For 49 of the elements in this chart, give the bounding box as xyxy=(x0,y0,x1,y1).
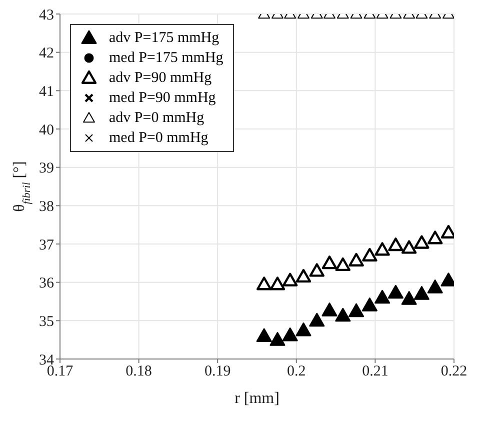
y-tick-label: 39 xyxy=(39,160,54,177)
legend-label: med P=0 mmHg xyxy=(109,130,208,146)
point xyxy=(388,284,404,299)
point xyxy=(282,327,298,342)
point xyxy=(401,240,417,254)
point xyxy=(296,268,312,283)
point xyxy=(401,291,417,305)
point xyxy=(362,298,378,312)
point xyxy=(335,308,351,322)
point xyxy=(322,302,338,316)
point xyxy=(427,280,443,294)
x-axis-title: r [mm] xyxy=(234,390,280,407)
x-tick-label: 0.22 xyxy=(440,364,468,380)
legend-label: med P=90 mmHg xyxy=(109,90,216,106)
y-tick-label: 36 xyxy=(39,276,54,292)
point xyxy=(427,230,443,244)
point xyxy=(362,248,378,262)
y-tick-label: 37 xyxy=(39,237,54,254)
point xyxy=(256,276,272,290)
point xyxy=(256,328,272,342)
legend-label: med P=175 mmHg xyxy=(109,50,224,66)
legend-label: adv P=90 mmHg xyxy=(109,70,212,86)
x-tick-label: 0.21 xyxy=(362,364,388,380)
y-tick-label: 38 xyxy=(39,198,54,215)
y-tick-label: 42 xyxy=(39,46,54,62)
point xyxy=(270,332,286,346)
point xyxy=(309,263,324,277)
legend-label: adv P=175 mmHg xyxy=(109,30,220,46)
y-tick-label: 43 xyxy=(39,7,54,24)
point xyxy=(282,272,298,286)
x-tick-label: 0.19 xyxy=(204,364,231,380)
y-tick-label: 35 xyxy=(39,314,54,330)
point xyxy=(414,286,430,300)
point xyxy=(414,235,430,249)
x-tick-label: 0.2 xyxy=(287,364,306,380)
point xyxy=(309,312,325,327)
y-tick-label: 40 xyxy=(39,122,54,138)
point xyxy=(335,257,350,272)
point xyxy=(348,303,364,318)
point xyxy=(374,242,390,256)
legend-label: adv P=0 mmHg xyxy=(109,110,204,126)
point xyxy=(322,256,338,270)
x-tick-label: 0.18 xyxy=(126,364,152,380)
point xyxy=(348,252,364,266)
point xyxy=(296,322,312,336)
point xyxy=(374,290,390,304)
point xyxy=(270,276,286,290)
y-tick-label: 41 xyxy=(39,84,54,100)
point xyxy=(388,238,404,252)
